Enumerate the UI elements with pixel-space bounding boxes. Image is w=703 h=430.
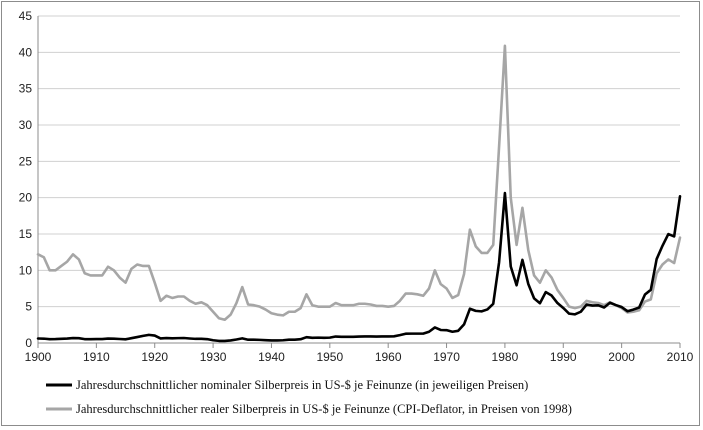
axes xyxy=(37,16,681,348)
legend: Jahresdurchschnittlicher nominaler Silbe… xyxy=(46,378,572,416)
y-tick-label: 0 xyxy=(25,336,32,350)
x-tick-label: 2000 xyxy=(608,350,635,364)
y-tick-label: 15 xyxy=(19,227,33,241)
x-tick-label: 1940 xyxy=(258,350,285,364)
x-tick-label: 1910 xyxy=(83,350,110,364)
x-tick-labels: 1900 1910 1920 1930 1940 1950 1960 1970 1980 1990… xyxy=(25,350,694,364)
x-tick-label: 1960 xyxy=(375,350,402,364)
x-tick-label: 1930 xyxy=(200,350,227,364)
x-tick-label: 1970 xyxy=(433,350,460,364)
x-tick-label: 1950 xyxy=(316,350,343,364)
y-tick-labels: 0 5 10 15 20 25 30 35 40 45 xyxy=(19,9,33,350)
x-tick-label: 1980 xyxy=(492,350,519,364)
gridlines xyxy=(38,15,680,308)
y-tick-label: 25 xyxy=(19,154,33,168)
y-tick-label: 30 xyxy=(19,118,33,132)
series-line-nominal xyxy=(36,191,682,343)
y-tick-label: 35 xyxy=(19,82,33,96)
y-tick-label: 45 xyxy=(19,9,33,23)
y-tick-label: 40 xyxy=(19,45,33,59)
y-tick-label: 10 xyxy=(19,263,33,277)
x-tick-label: 2010 xyxy=(667,350,694,364)
y-tick-label: 20 xyxy=(19,191,33,205)
x-tick-label: 1920 xyxy=(141,350,168,364)
x-tick-label: 1900 xyxy=(25,350,52,364)
legend-label-real: Jahresdurchschnittlicher realer Silberpr… xyxy=(76,402,572,416)
series-line-real xyxy=(36,44,682,322)
series-lines xyxy=(36,44,682,343)
x-tick-label: 1990 xyxy=(550,350,577,364)
legend-label-nominal: Jahresdurchschnittlicher nominaler Silbe… xyxy=(76,378,528,392)
y-tick-label: 5 xyxy=(25,300,32,314)
